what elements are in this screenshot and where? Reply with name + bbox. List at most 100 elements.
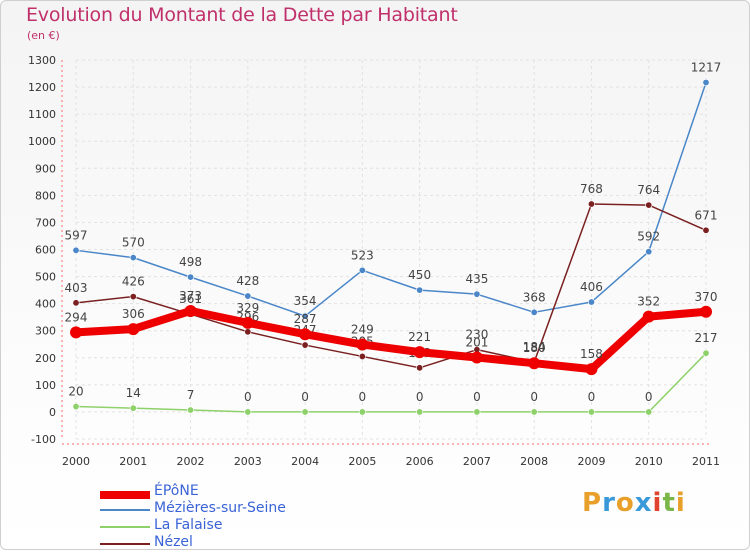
logo-letter: i [675, 488, 686, 518]
data-label: 217 [695, 331, 718, 345]
data-label: 368 [523, 290, 546, 304]
data-point [702, 226, 710, 234]
data-point [473, 290, 481, 298]
data-label: 768 [580, 182, 603, 196]
data-label: 498 [179, 255, 202, 269]
data-point [72, 403, 80, 411]
legend-label-la-falaise: La Falaise [154, 517, 223, 533]
data-point [299, 328, 312, 341]
legend-label-epone: ÉPôNE [154, 483, 199, 499]
series-line [75, 81, 707, 317]
data-label: 201 [465, 336, 488, 350]
data-label: 158 [580, 347, 603, 361]
data-label: 20 [68, 385, 83, 399]
data-point [528, 357, 541, 370]
x-tick-label: 2007 [463, 455, 491, 468]
x-tick-label: 2005 [348, 455, 376, 468]
data-label: 450 [408, 268, 431, 282]
x-tick-label: 2010 [635, 455, 663, 468]
data-point [241, 316, 254, 329]
y-tick-label: 900 [35, 162, 56, 175]
y-tick-label: 1100 [28, 108, 56, 121]
logo-letter: r [602, 488, 616, 518]
data-label: 0 [588, 390, 596, 404]
logo-letter: o [615, 488, 635, 518]
y-tick-label: 600 [35, 244, 56, 257]
data-point [645, 248, 653, 256]
data-point [358, 408, 366, 416]
legend-swatch-epone [100, 491, 150, 499]
data-label: 7 [187, 388, 195, 402]
data-point [301, 312, 309, 320]
data-label: 306 [122, 307, 145, 321]
x-tick-label: 2001 [119, 455, 147, 468]
x-tick-label: 2009 [577, 455, 605, 468]
data-label: 671 [695, 208, 718, 222]
data-point [470, 351, 483, 364]
data-label: 570 [122, 236, 145, 250]
data-label: 373 [179, 289, 202, 303]
data-point [358, 266, 366, 274]
x-tick-label: 2002 [177, 455, 205, 468]
data-label: 14 [126, 386, 141, 400]
data-label: 352 [637, 295, 660, 309]
data-point [129, 254, 137, 262]
data-label: 592 [637, 230, 660, 244]
data-point [702, 78, 710, 86]
data-label: 230 [465, 328, 488, 342]
data-point [356, 338, 369, 351]
data-point [127, 323, 140, 336]
data-point [72, 299, 80, 307]
legend-item-epone: ÉPôNE [100, 483, 400, 501]
data-label: 0 [301, 390, 309, 404]
data-point [645, 408, 653, 416]
x-tick-label: 2003 [234, 455, 262, 468]
legend-swatch-nezel [100, 543, 150, 545]
data-point [473, 408, 481, 416]
data-label: 406 [580, 280, 603, 294]
data-label: 523 [351, 248, 374, 262]
legend-label-mezieres: Mézières-sur-Seine [154, 500, 286, 516]
y-tick-label: 700 [35, 216, 56, 229]
data-label: 0 [416, 390, 424, 404]
data-point [244, 292, 252, 300]
y-tick-label: 1000 [28, 135, 56, 148]
y-tick-label: 200 [35, 352, 56, 365]
data-point [530, 308, 538, 316]
data-label: 435 [465, 272, 488, 286]
data-point [416, 364, 424, 372]
data-point [358, 352, 366, 360]
data-label: 428 [236, 274, 259, 288]
y-tick-label: 500 [35, 271, 56, 284]
data-label: 354 [294, 294, 317, 308]
data-label: 287 [294, 312, 317, 326]
chart-subtitle: (en €) [27, 29, 60, 42]
data-point [587, 200, 595, 208]
legend-swatch-mezieres [100, 509, 150, 511]
legend: ÉPôNE Mézières-sur-Seine La Falaise Néze… [100, 483, 400, 552]
data-label: 0 [473, 390, 481, 404]
x-tick-label: 2011 [692, 455, 720, 468]
data-label: 184 [523, 340, 546, 354]
chart-title: Evolution du Montant de la Dette par Hab… [26, 4, 458, 26]
x-tick-label: 2000 [62, 455, 90, 468]
data-point [244, 328, 252, 336]
data-point [587, 408, 595, 416]
data-point [72, 246, 80, 254]
data-label: 1217 [691, 60, 722, 74]
legend-swatch-la-falaise [100, 526, 150, 528]
data-point [187, 273, 195, 281]
data-point [184, 304, 197, 317]
data-point [642, 310, 655, 323]
data-point [585, 363, 598, 376]
legend-label-nezel: Nézel [154, 534, 193, 550]
data-label: 764 [637, 183, 660, 197]
y-tick-label: 300 [35, 325, 56, 338]
data-point [413, 346, 426, 359]
data-label: 180 [523, 341, 546, 355]
x-tick-label: 2008 [520, 455, 548, 468]
data-point [530, 408, 538, 416]
data-point [587, 298, 595, 306]
data-point [129, 293, 137, 301]
